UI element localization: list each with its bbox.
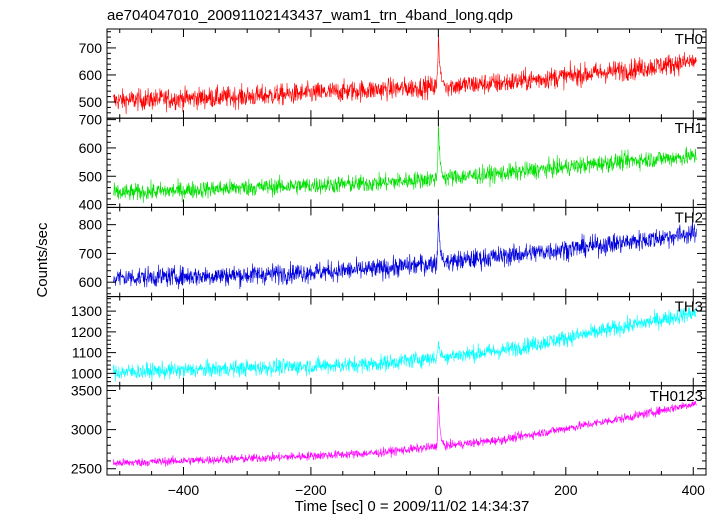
panel-th3: 1000 1100 1200 1300 TH3 [71,296,707,387]
x-tick-label: −400 [168,482,200,498]
series-label-th3: TH3 [675,299,703,316]
y-tick-label: 1300 [71,303,102,319]
x-tick-label: 400 [682,482,706,498]
y-tick-label: 400 [79,197,103,213]
y-tick-label: 1200 [71,324,102,340]
series-label-th0123: TH0123 [650,388,703,405]
series-line-th0123 [113,396,697,467]
series-line-th1 [113,121,697,203]
y-tick-label: 500 [79,94,103,110]
panel-th0: 500 600 700 TH0 [79,28,707,119]
y-tick-label: 2500 [71,461,102,477]
y-tick-label: 800 [79,217,103,233]
panel-frame [106,296,707,387]
x-tick-label: 0 [434,482,442,498]
y-tick-label: 600 [79,274,103,290]
series-line-th2 [113,211,697,290]
y-tick-label: 1100 [72,345,102,361]
x-axis-label: Time [sec] 0 = 2009/11/02 14:34:37 [295,498,530,515]
panel-th0123: 2500 3000 3500 TH0123 [71,382,707,477]
series-line-th0 [113,34,697,115]
series-label-th0: TH0 [675,31,703,48]
y-tick-label: 600 [79,67,103,83]
x-tick-labels: −400 −200 0 200 400 [168,482,705,498]
series-label-th1: TH1 [675,120,703,137]
x-tick-label: −200 [295,482,327,498]
y-tick-label: 600 [79,140,103,156]
y-tick-label: 700 [79,112,103,128]
y-tick-label: 3500 [71,382,102,398]
panel-th1: 400 500 600 700 TH1 [79,112,707,213]
y-tick-label: 1000 [71,365,102,381]
panel-th2: 600 700 800 TH2 [79,206,707,298]
series-line-th3 [113,307,697,382]
y-axis-label: Counts/sec [34,222,51,298]
x-tick-label: 200 [554,482,578,498]
y-tick-label: 500 [79,168,103,184]
y-tick-label: 700 [79,245,103,261]
series-label-th2: TH2 [675,209,703,226]
panel-frame [106,385,707,476]
y-tick-label: 3000 [71,422,102,438]
panels-group: 500 600 700 TH0 400 500 600 700 TH1 600 700 800 TH2 1… [71,28,707,477]
chart-title: ae704047010_20091102143437_wam1_trn_4ban… [107,7,513,24]
y-tick-label: 700 [79,40,103,56]
